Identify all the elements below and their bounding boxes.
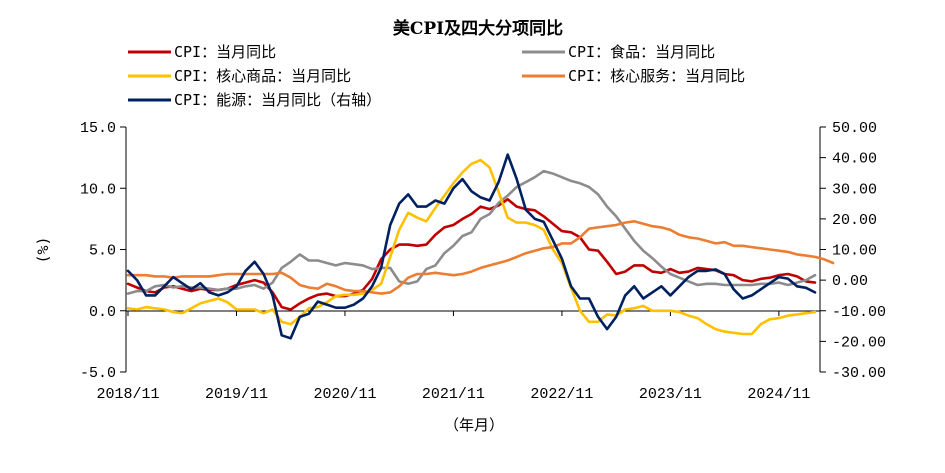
right-y-ticks: 50.00 40.00 30.00 20.00 10.00 0.00 -10.00 -20.0… <box>820 120 886 382</box>
x-axis-label: （年月） <box>444 416 504 434</box>
legend-label: CPI：食品：当月同比 <box>568 43 715 61</box>
legend-label: CPI：当月同比 <box>174 43 276 61</box>
left-tick-label: 15.0 <box>80 120 116 137</box>
x-tick-label: 2023/11 <box>639 386 702 403</box>
right-tick-label: 10.00 <box>832 243 877 260</box>
left-tick-label: -5.0 <box>80 365 116 382</box>
series-line-1 <box>126 198 817 311</box>
left-tick-label: 0.0 <box>89 304 116 321</box>
legend-label: CPI：能源：当月同比（右轴） <box>174 91 381 109</box>
x-tick-label: 2022/11 <box>530 386 593 403</box>
chart-title: 美CPI及四大分项同比 <box>393 18 563 39</box>
right-tick-label: -10.00 <box>832 304 886 321</box>
x-tick-label: 2018/11 <box>96 386 159 403</box>
left-tick-label: 5.0 <box>89 243 116 260</box>
series-layer <box>126 153 835 340</box>
right-tick-label: 0.00 <box>832 273 868 290</box>
x-tick-label: 2024/11 <box>747 386 810 403</box>
right-tick-label: 20.00 <box>832 212 877 229</box>
right-tick-label: -30.00 <box>832 365 886 382</box>
series-line-2 <box>126 169 817 295</box>
legend-label: CPI：核心服务：当月同比 <box>568 67 745 85</box>
series-line-3 <box>126 158 817 336</box>
right-tick-label: 50.00 <box>832 120 877 137</box>
right-tick-label: 30.00 <box>832 181 877 198</box>
right-tick-label: -20.00 <box>832 334 886 351</box>
left-tick-label: 10.0 <box>80 181 116 198</box>
right-tick-label: 40.00 <box>832 151 877 168</box>
x-tick-label: 2019/11 <box>205 386 268 403</box>
left-y-ticks: 15.0 10.0 5.0 0.0 -5.0 <box>80 120 126 382</box>
series-line-5 <box>126 153 817 340</box>
x-ticks: 2018/11 2019/11 2020/11 2021/11 2022/11 2023/… <box>96 311 810 403</box>
series-line-4 <box>126 220 835 295</box>
legend: CPI：当月同比 CPI：食品：当月同比 CPI：核心商品：当月同比 CPI：核心服务… <box>128 43 745 109</box>
legend-label: CPI：核心商品：当月同比 <box>174 67 351 85</box>
x-tick-label: 2020/11 <box>313 386 376 403</box>
x-tick-label: 2021/11 <box>422 386 485 403</box>
y-axis-label: (%) <box>34 236 52 263</box>
